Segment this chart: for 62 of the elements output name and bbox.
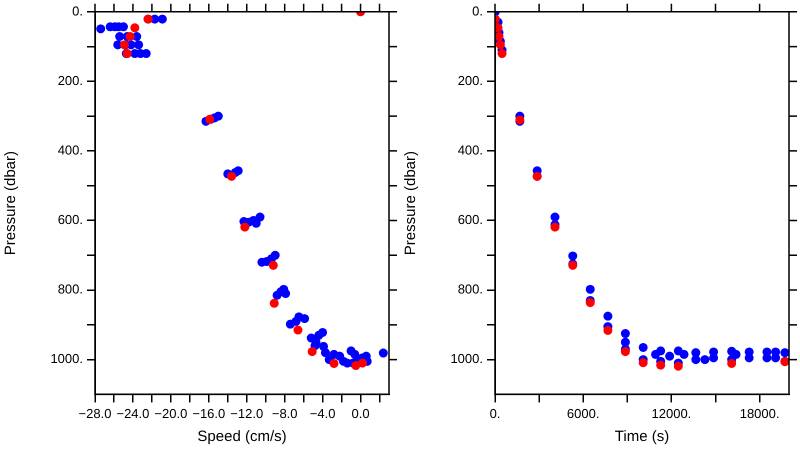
x-tick-label: −24.0	[116, 406, 150, 421]
y-axis-title: Pressure (dbar)	[2, 150, 20, 256]
point	[308, 347, 317, 356]
point	[727, 358, 736, 368]
y-axis-title: Pressure (dbar)	[402, 150, 420, 256]
y-tick-label: 400.	[458, 142, 483, 158]
point	[638, 358, 648, 368]
y-tick-label: 200.	[58, 72, 83, 88]
y-tick-label: 800.	[58, 282, 83, 297]
y-tick-label: 600.	[458, 212, 483, 228]
y-tick-label: 600.	[58, 212, 83, 228]
x-tick-label: 18000.	[740, 406, 780, 421]
point	[620, 329, 630, 338]
point	[227, 172, 236, 181]
point	[665, 352, 674, 361]
point	[638, 342, 648, 352]
point	[586, 284, 595, 294]
point	[270, 298, 279, 308]
point	[603, 326, 612, 335]
x-tick-label: −12.0	[230, 406, 264, 421]
point	[130, 23, 140, 32]
x-tick-label: −4.0	[310, 406, 336, 421]
point	[268, 260, 278, 270]
x-tick-label: −8.0	[272, 406, 298, 421]
point	[656, 360, 666, 370]
point	[358, 358, 367, 368]
x-tick-label: −20.0	[154, 406, 188, 421]
point	[496, 40, 505, 50]
point	[498, 49, 507, 58]
y-tick-label: 200.	[458, 72, 483, 88]
y-tick-label: 0.	[72, 3, 83, 18]
point	[550, 222, 560, 232]
x-tick-label: 0.0	[352, 406, 370, 421]
point	[603, 312, 612, 321]
point	[550, 212, 560, 222]
point	[680, 350, 689, 359]
y-tick-label: 400.	[58, 142, 83, 158]
point	[495, 23, 503, 32]
point	[780, 348, 789, 358]
x-tick-label: 6000.	[566, 406, 600, 421]
point	[329, 358, 338, 368]
point	[691, 355, 700, 364]
point	[700, 355, 710, 364]
y-tick-label: 1000.	[450, 351, 483, 366]
point	[240, 222, 250, 232]
point	[674, 362, 683, 371]
point	[568, 251, 578, 260]
point	[656, 346, 666, 356]
x-tick-label: −28.0	[78, 406, 112, 421]
x-axis-title: Time (s)	[614, 428, 670, 446]
y-tick-label: 800.	[458, 282, 483, 297]
y-tick-label: 0.	[472, 3, 483, 18]
point	[495, 32, 504, 41]
x-tick-label: −16.0	[192, 406, 226, 421]
y-tick-label: 1000.	[50, 351, 83, 366]
x-tick-label: 12000.	[652, 406, 692, 421]
point	[293, 326, 302, 335]
point	[126, 32, 135, 41]
point	[620, 347, 630, 356]
x-axis-title: Speed (cm/s)	[197, 428, 287, 446]
point	[586, 298, 595, 308]
x-tick-label: 0.	[490, 406, 500, 421]
